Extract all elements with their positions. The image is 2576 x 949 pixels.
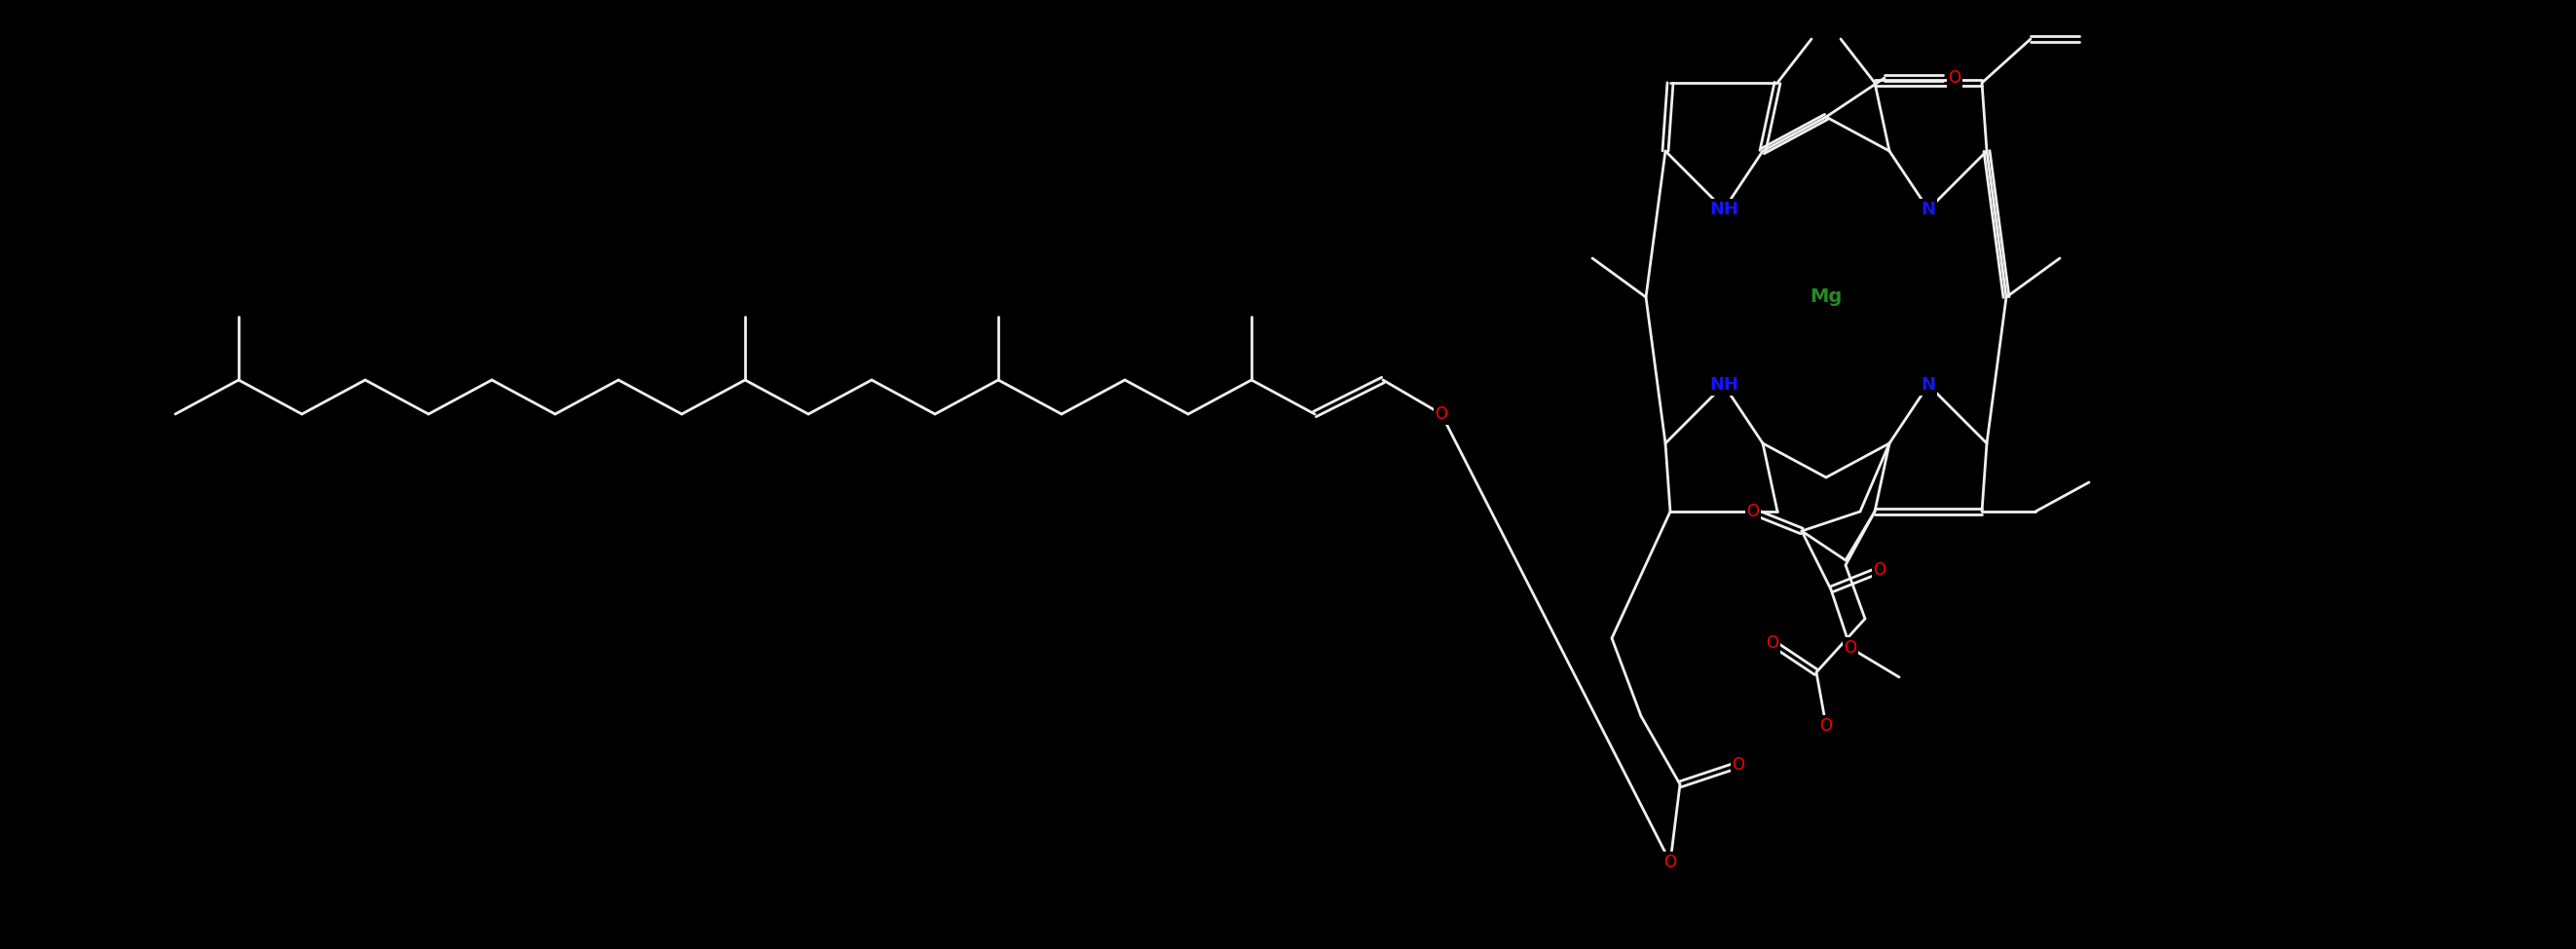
Text: O: O xyxy=(1844,640,1857,657)
Text: NH: NH xyxy=(1710,200,1739,218)
Text: NH: NH xyxy=(1710,376,1739,394)
Text: O: O xyxy=(1747,503,1759,520)
Text: O: O xyxy=(1819,717,1832,735)
Text: N: N xyxy=(1922,376,1935,394)
Text: N: N xyxy=(1922,200,1935,218)
Text: Mg: Mg xyxy=(1811,288,1842,307)
Text: O: O xyxy=(1947,69,1960,86)
Text: O: O xyxy=(1435,405,1448,423)
Text: O: O xyxy=(1767,634,1780,652)
Text: O: O xyxy=(1731,756,1744,773)
Text: O: O xyxy=(1664,853,1677,871)
Text: O: O xyxy=(1873,561,1886,579)
